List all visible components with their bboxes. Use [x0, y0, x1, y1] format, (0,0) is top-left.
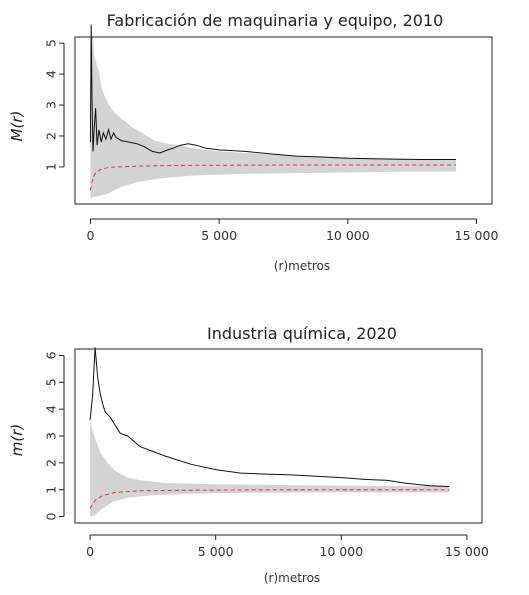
x-tick-label: 0 — [86, 228, 94, 243]
x-axis-label: (r)metros — [264, 571, 320, 585]
confidence-envelope — [90, 33, 457, 198]
observed-line — [89, 24, 456, 160]
observed-line — [89, 347, 450, 487]
y-tick-label: 4 — [44, 70, 59, 78]
y-tick-label: 5 — [44, 39, 59, 47]
y-tick-label: 3 — [44, 101, 59, 109]
chart-panel-1: Fabricación de maquinaria y equipo, 2010… — [8, 11, 498, 273]
x-tick-label: 5 000 — [201, 228, 237, 243]
y-tick-label: 4 — [44, 405, 59, 413]
chart-title: Industria química, 2020 — [207, 324, 397, 343]
y-tick-label: 2 — [44, 459, 59, 467]
y-axis-label: M(r) — [8, 111, 26, 142]
x-tick-label: 0 — [86, 544, 94, 559]
chart-panel-2: Industria química, 2020 m(r) (r)metros 0… — [8, 324, 489, 585]
x-tick-label: 15 000 — [455, 228, 499, 243]
y-tick-label: 2 — [44, 132, 59, 140]
y-axis-label: m(r) — [8, 424, 26, 456]
y-tick-label: 1 — [44, 163, 59, 171]
x-tick-label: 15 000 — [445, 544, 489, 559]
x-tick-label: 10 000 — [326, 228, 370, 243]
plot-frame — [74, 348, 483, 524]
y-tick-label: 0 — [44, 513, 59, 521]
theoretical-line — [89, 164, 456, 191]
y-tick-label: 1 — [44, 486, 59, 494]
x-tick-label: 10 000 — [319, 544, 363, 559]
x-axis-label: (r)metros — [274, 259, 330, 273]
confidence-envelope — [90, 419, 450, 517]
y-tick-label: 5 — [44, 378, 59, 386]
x-tick-label: 5 000 — [198, 544, 234, 559]
y-tick-label: 3 — [44, 432, 59, 440]
chart-title: Fabricación de maquinaria y equipo, 2010 — [107, 11, 444, 30]
plot-frame — [74, 36, 493, 205]
theoretical-line — [89, 489, 450, 509]
y-tick-label: 6 — [44, 351, 59, 359]
